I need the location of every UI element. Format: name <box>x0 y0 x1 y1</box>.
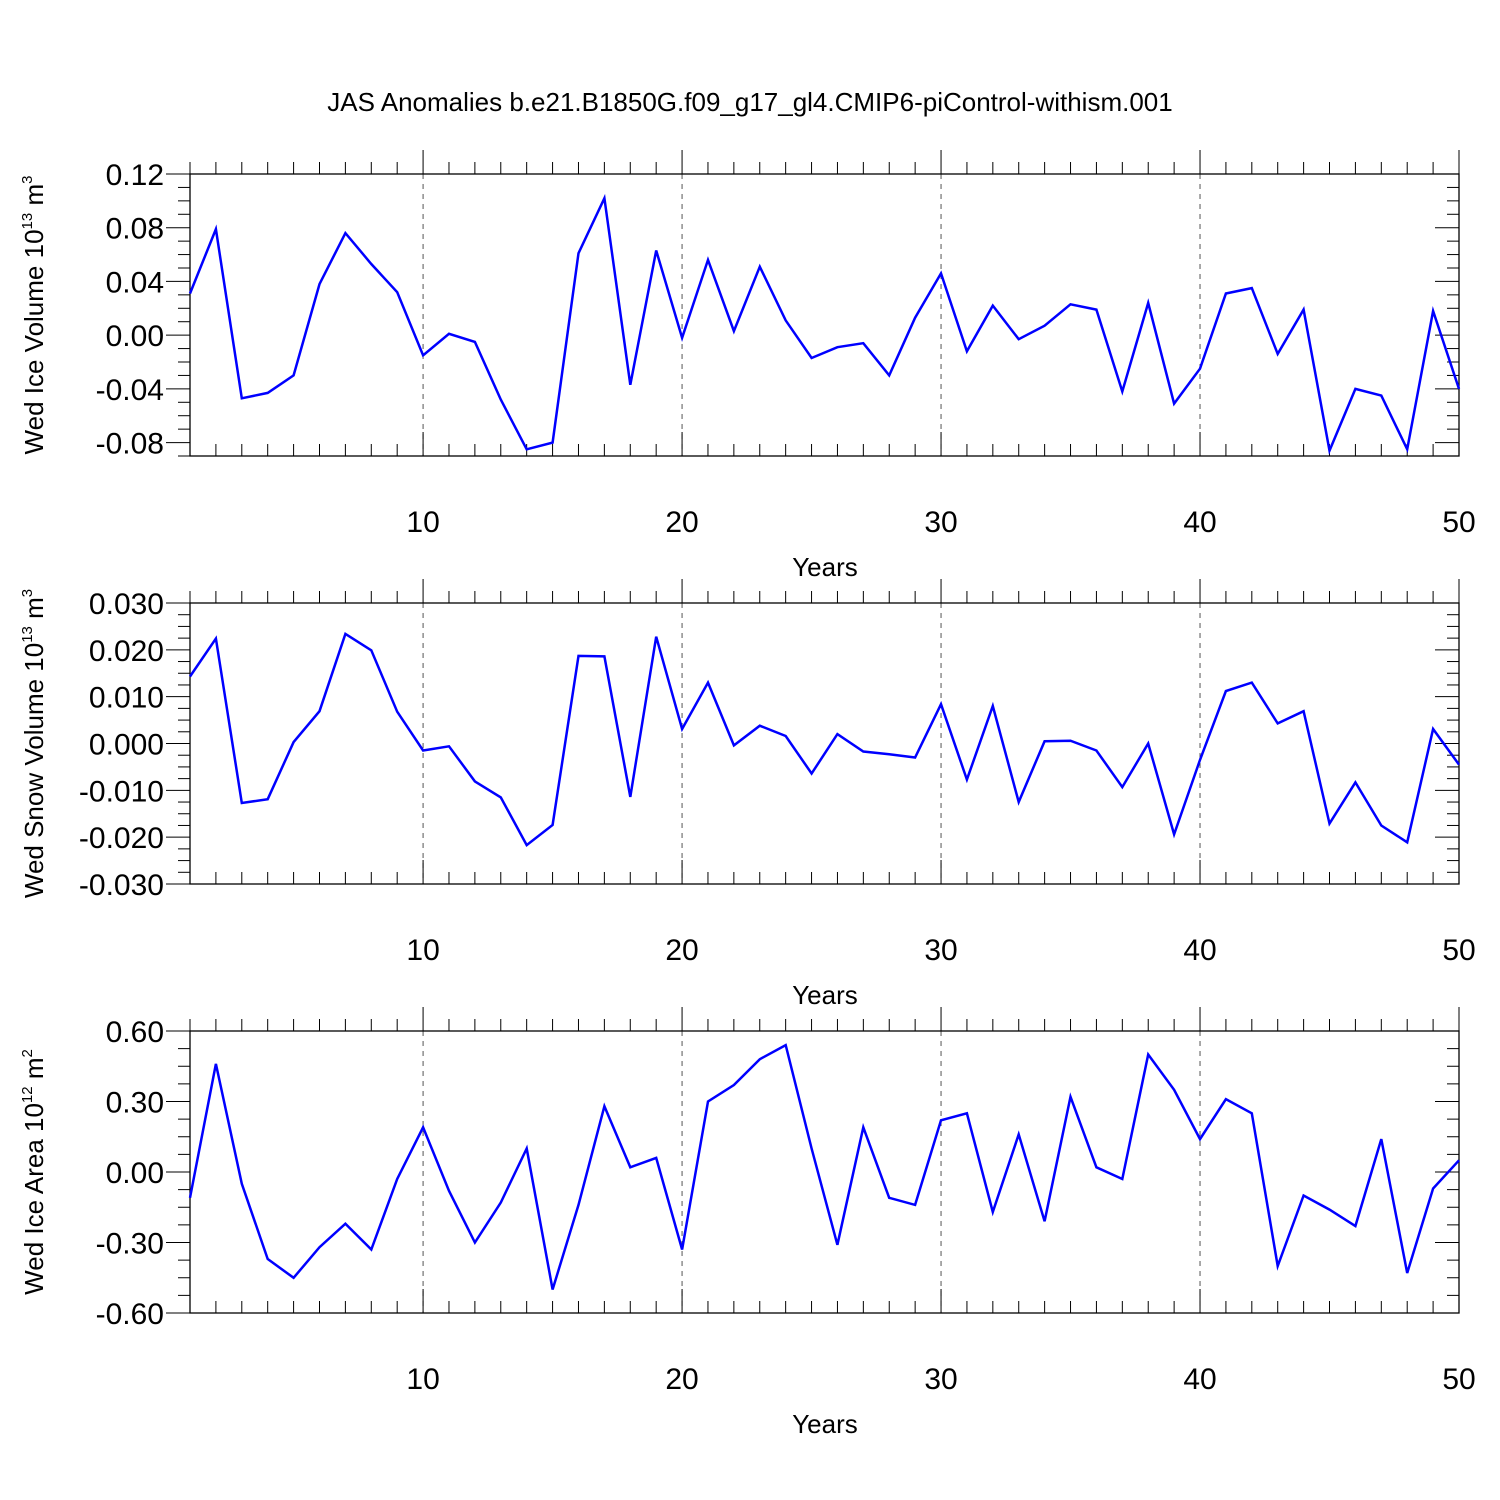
x-tick-label: 40 <box>1183 506 1216 539</box>
x-tick-label: 20 <box>665 934 698 967</box>
x-axis-label: Years <box>792 1409 858 1439</box>
x-tick-label: 40 <box>1183 934 1216 967</box>
x-axis-label: Years <box>792 552 858 582</box>
y-tick-label: 0.010 <box>89 682 164 715</box>
x-tick-label: 10 <box>406 1363 439 1396</box>
panels: -0.08 -0.04 0.00 0.04 0.08 0.12 10 20 30 40 50 Year… <box>19 150 1476 1439</box>
chart-title: JAS Anomalies b.e21.B1850G.f09_g17_gl4.C… <box>327 87 1172 117</box>
x-tick-label: 40 <box>1183 1363 1216 1396</box>
y-tick-label: 0.60 <box>106 1016 164 1049</box>
y-tick-label: 0.00 <box>106 1157 164 1190</box>
plot-frame <box>189 173 1460 457</box>
y-tick-label: 0.00 <box>106 320 164 353</box>
x-axis-label: Years <box>792 980 858 1010</box>
y-tick-label: 0.020 <box>89 635 164 668</box>
y-tick-label: -0.30 <box>96 1228 164 1261</box>
x-tick-label: 20 <box>665 1363 698 1396</box>
y-tick-label: 0.04 <box>106 266 164 299</box>
x-tick-label: 20 <box>665 506 698 539</box>
y-axis-label: Wed Snow Volume 1013 m3 <box>19 589 49 898</box>
y-tick-label: 0.30 <box>106 1087 164 1120</box>
panel-3: -0.60 -0.30 0.00 0.30 0.60 10 20 30 40 50 Years Wed… <box>19 1007 1476 1439</box>
y-tick-label: -0.030 <box>79 869 164 902</box>
y-axis-label: Wed Ice Volume 1013 m3 <box>19 176 49 455</box>
y-tick-label: -0.020 <box>79 822 164 855</box>
x-tick-label: 30 <box>924 1363 957 1396</box>
x-tick-label: 50 <box>1442 506 1475 539</box>
y-tick-label: 0.030 <box>89 588 164 621</box>
series-line <box>188 1043 1460 1290</box>
panel-1: -0.08 -0.04 0.00 0.04 0.08 0.12 10 20 30 40 50 Year… <box>19 150 1476 582</box>
series-line <box>188 193 1461 455</box>
x-tick-label: 50 <box>1442 934 1475 967</box>
y-tick-label: 0.12 <box>106 159 164 192</box>
y-axis-label: Wed Ice Area 1012 m2 <box>19 1049 49 1295</box>
y-tick-label: 0.08 <box>106 213 164 246</box>
y-tick-label: -0.010 <box>79 775 164 808</box>
plot-frame <box>189 1030 1460 1314</box>
y-tick-label: -0.04 <box>96 374 164 407</box>
plot-frame <box>189 602 1460 885</box>
x-tick-label: 30 <box>924 934 957 967</box>
x-tick-label: 10 <box>406 934 439 967</box>
y-tick-label: -0.60 <box>96 1298 164 1331</box>
x-tick-label: 10 <box>406 506 439 539</box>
y-tick-label: -0.08 <box>96 428 164 461</box>
x-tick-label: 30 <box>924 506 957 539</box>
panel-2: -0.030 -0.020 -0.010 0.000 0.010 0.020 0.030 10… <box>19 579 1476 1010</box>
series-line <box>188 631 1461 847</box>
x-tick-label: 50 <box>1442 1363 1475 1396</box>
y-tick-label: 0.000 <box>89 729 164 762</box>
